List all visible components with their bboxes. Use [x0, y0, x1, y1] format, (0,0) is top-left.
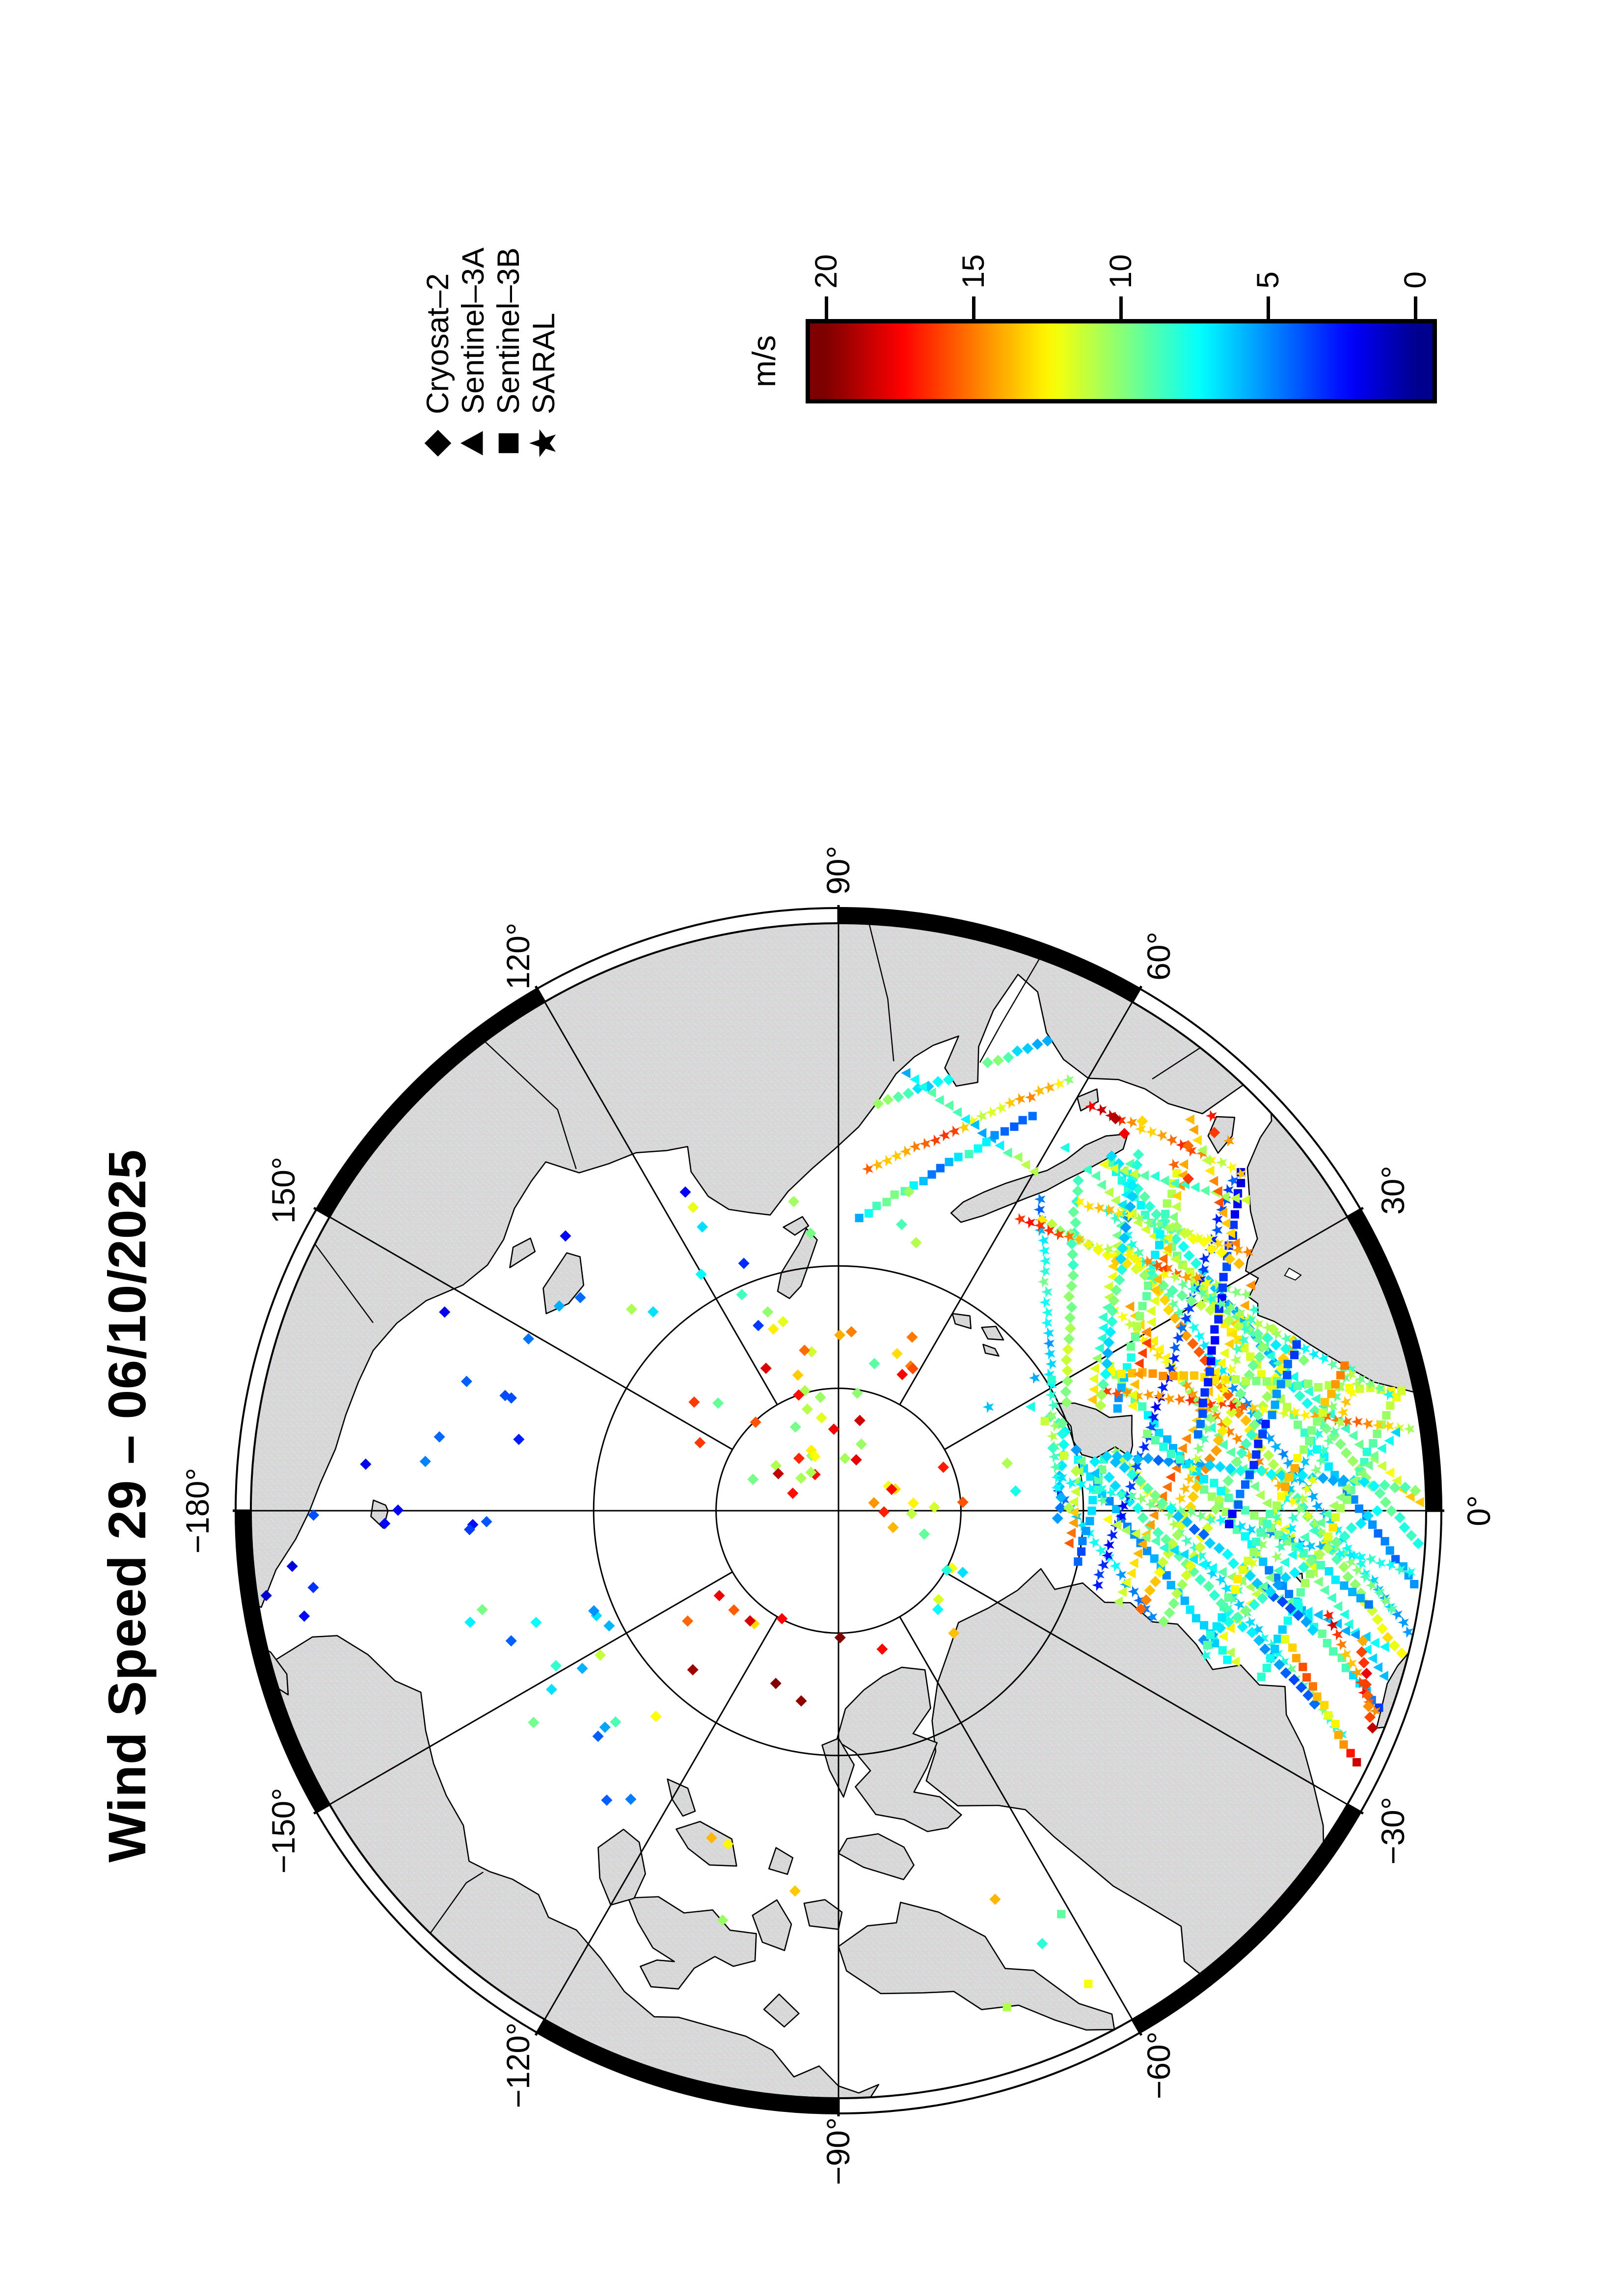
colorbar-tick [1267, 296, 1270, 319]
svg-text:30°: 30° [1375, 1166, 1411, 1215]
graticule [251, 923, 1426, 2098]
river-ob [979, 958, 1040, 1063]
colorbar-tick [1414, 296, 1417, 319]
river-mackenzie [430, 1871, 484, 1934]
colorbar-tick-label: 10 [1104, 254, 1138, 289]
svg-text:−90°: −90° [820, 2117, 856, 2185]
legend-label: Cryosat–2 [421, 273, 455, 414]
river-lena [484, 1041, 577, 1169]
svg-text:0°: 0° [1461, 1495, 1497, 1526]
svg-text:150°: 150° [265, 1157, 301, 1224]
land-novaya_zemlya [950, 1133, 1129, 1223]
lake-layer [1284, 1267, 1302, 1281]
land-canada_mainland [251, 1635, 880, 2098]
legend-label: SARAL [527, 313, 561, 414]
legend-item-sentinel3a: Sentinel–3A [456, 247, 491, 459]
colorbar-tick-label: 5 [1251, 271, 1285, 289]
land-franz_josef_3 [982, 1343, 1000, 1357]
legend-item-cryosat2: Cryosat–2 [420, 247, 456, 459]
river-yenisei [868, 924, 894, 1062]
land-prince_of_wales [752, 1899, 792, 1951]
data-points [260, 1035, 1424, 2011]
legend-item-sentinel3b: Sentinel–3B [491, 247, 526, 459]
land-new_siberian_1 [542, 1252, 585, 1314]
land-severnaya_zemlya_1 [777, 1228, 818, 1299]
colorbar-tick [972, 296, 975, 319]
land-banks [597, 1828, 646, 1906]
land-severnaya_zemlya_2 [783, 1216, 810, 1236]
land-ellesmere [836, 1666, 962, 1832]
svg-text:90°: 90° [820, 846, 856, 895]
river-pechora [1152, 1047, 1201, 1080]
land-baffin [838, 1901, 1115, 2031]
diamond-icon [424, 429, 452, 457]
land-bathurst [768, 1847, 794, 1875]
svg-text:−60°: −60° [1140, 2031, 1177, 2099]
svg-text:−180°: −180° [179, 1468, 216, 1553]
colorbar-tick [1119, 296, 1123, 319]
star-icon [529, 429, 556, 457]
land-vaygach [1077, 1088, 1099, 1112]
legend-label: Sentinel–3A [456, 247, 490, 414]
legend-item-saral: SARAL [526, 247, 562, 459]
colorbar-tick-label: 20 [809, 254, 843, 289]
land-somerset [803, 1899, 843, 1930]
land-melville [676, 1821, 737, 1867]
lake-inari [1284, 1267, 1302, 1281]
triangle-icon [460, 431, 483, 455]
land-king_william [763, 1993, 800, 2028]
land-victoria [627, 1896, 757, 1990]
colorbar-tick-label: 15 [956, 254, 991, 289]
colorbar-unit: m/s [746, 335, 782, 388]
land-new_siberian_2 [509, 1237, 536, 1268]
svg-text:−30°: −30° [1375, 1797, 1411, 1865]
colorbar-tick-label: 0 [1398, 271, 1433, 289]
square-icon [498, 433, 519, 454]
svg-text:120°: 120° [500, 923, 536, 990]
meridian-labels: 90° 120° 150° −180° −150° −120° −90° −60° −30° 0°… [179, 846, 1497, 2185]
land-devon [838, 1833, 915, 1880]
river-kolyma [314, 1243, 374, 1323]
colorbar [806, 319, 1437, 403]
colorbar-tick [825, 296, 828, 319]
legend-label: Sentinel–3B [491, 247, 526, 414]
land-prince_patrick [667, 1778, 696, 1817]
land-franz_josef_1 [981, 1326, 1004, 1341]
satellite-legend: Cryosat–2 Sentinel–3A Sentinel–3B SARAL [420, 247, 562, 459]
svg-text:−120°: −120° [500, 2022, 536, 2108]
land-greenland [925, 1568, 1327, 1991]
map-rim [233, 905, 1444, 2116]
river-layer [314, 924, 1201, 1934]
plot-title: Wind Speed 29 – 06/10/2025 [97, 1149, 157, 1863]
svg-text:−150°: −150° [265, 1788, 301, 1873]
svg-text:60°: 60° [1140, 932, 1177, 981]
